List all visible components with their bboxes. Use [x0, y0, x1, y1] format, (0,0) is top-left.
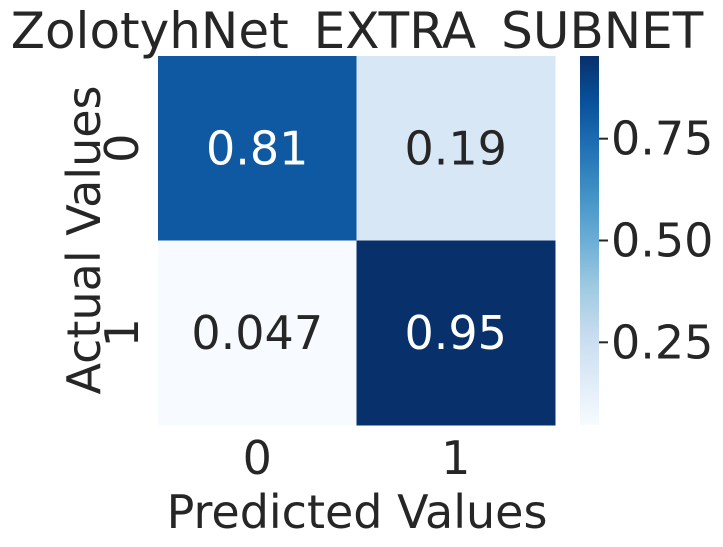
- colorbar-tick-label-0: 0.25: [611, 315, 713, 369]
- cell-annotation-0-1: 0.19: [405, 121, 507, 175]
- heatmap-cell-0-0: [158, 56, 357, 241]
- colorbar: [580, 56, 599, 425]
- x-axis-label: Predicted Values: [167, 485, 548, 539]
- heatmap-cell-1-0: [158, 240, 357, 426]
- heatmap-cells: [158, 56, 556, 426]
- cell-annotation-1-0: 0.047: [191, 306, 323, 360]
- colorbar-ticks: 0.25 0.50 0.75: [599, 112, 713, 369]
- heatmap-cell-1-1: [356, 240, 556, 426]
- x-tick-label-0: 0: [243, 431, 272, 485]
- y-tick-label-0: 0: [95, 134, 149, 163]
- cell-annotation-1-1: 0.95: [405, 306, 507, 360]
- heatmap-cell-0-1: [356, 56, 556, 241]
- cell-annotation-0-0: 0.81: [206, 121, 308, 175]
- colorbar-tick-label-2: 0.75: [611, 112, 713, 166]
- y-tick-label-1: 1: [95, 318, 149, 347]
- chart-title: ZolotyhNet_EXTRA_SUBNET: [11, 2, 704, 60]
- colorbar-tick-label-1: 0.50: [611, 214, 713, 268]
- y-axis-label: Actual Values: [57, 85, 111, 394]
- y-tick-labels: 01: [95, 134, 149, 348]
- heatmap-annotations: 0.81 0.19 0.047 0.95: [191, 121, 507, 360]
- x-tick-label-1: 1: [441, 431, 470, 485]
